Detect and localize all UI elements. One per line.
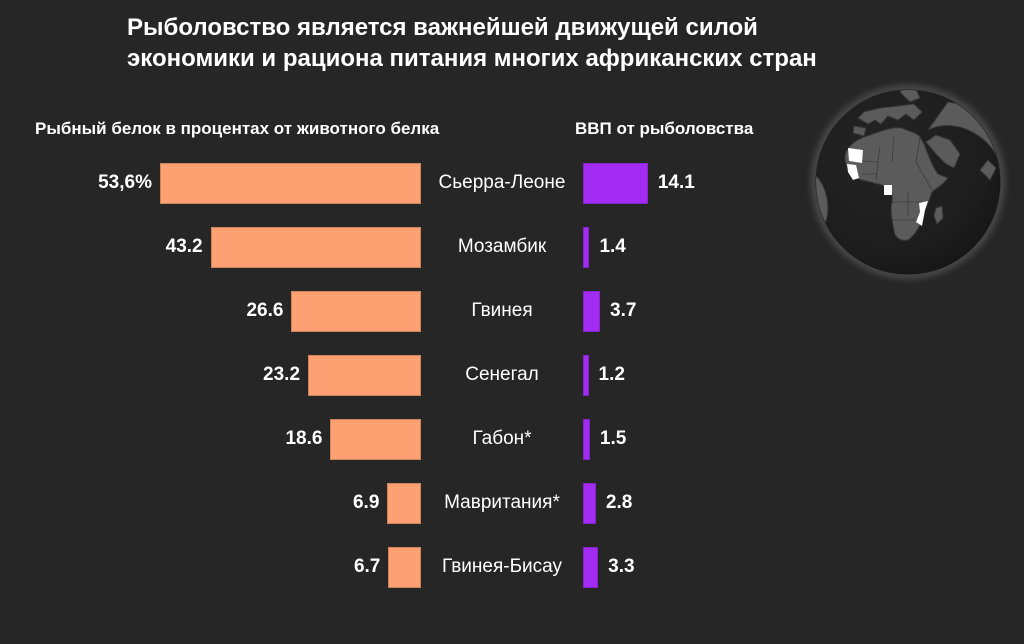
protein-bar bbox=[387, 482, 421, 524]
gdp-bar bbox=[583, 226, 590, 268]
country-label: Сьерра-Леоне bbox=[438, 172, 566, 193]
country-label: Гвинея bbox=[471, 300, 533, 321]
country-label: Мозамбик bbox=[457, 236, 547, 257]
gdp-bar bbox=[583, 290, 601, 332]
country-label: Мавритания* bbox=[444, 492, 560, 513]
globe-graphic bbox=[813, 87, 1003, 277]
protein-bar bbox=[210, 226, 421, 268]
gdp-cell: 1.5 bbox=[583, 418, 1024, 460]
gdp-cell: 2.8 bbox=[583, 482, 1024, 524]
gdp-bar bbox=[583, 418, 590, 460]
chart-row: 53,6% Сьерра-Леоне 14.1 bbox=[0, 151, 1024, 215]
gdp-column-header: ВВП от рыболовства bbox=[575, 119, 754, 138]
chart-row: 6.7 Гвинея-Бисау 3.3 bbox=[0, 535, 1024, 599]
gdp-cell: 3.7 bbox=[583, 290, 1024, 332]
protein-cell: 23.2 bbox=[0, 354, 421, 396]
chart-row: 26.6 Гвинея 3.7 bbox=[0, 279, 1024, 343]
chart-row: 6.9 Мавритания* 2.8 bbox=[0, 471, 1024, 535]
protein-cell: 6.9 bbox=[0, 482, 421, 524]
gdp-cell: 14.1 bbox=[583, 162, 1024, 204]
chart-title-line2: экономики и рациона питания многих африк… bbox=[127, 45, 817, 72]
protein-bar bbox=[330, 418, 421, 460]
gdp-value: 1.2 bbox=[598, 364, 625, 385]
protein-bar bbox=[388, 546, 421, 588]
protein-value: 43.2 bbox=[165, 236, 203, 257]
protein-value: 26.6 bbox=[246, 300, 284, 321]
country-label: Сенегал bbox=[465, 364, 539, 385]
protein-bar bbox=[308, 354, 421, 396]
protein-value: 53,6% bbox=[98, 172, 152, 193]
chart-row: 18.6 Габон* 1.5 bbox=[0, 407, 1024, 471]
gdp-bar bbox=[583, 482, 596, 524]
protein-value: 6.9 bbox=[352, 492, 380, 513]
gdp-value: 1.4 bbox=[599, 236, 626, 257]
gdp-bar bbox=[583, 162, 648, 204]
protein-cell: 18.6 bbox=[0, 418, 421, 460]
protein-bar bbox=[291, 290, 421, 332]
protein-value: 18.6 bbox=[285, 428, 323, 449]
chart-row: 43.2 Мозамбик 1.4 bbox=[0, 215, 1024, 279]
country-label: Габон* bbox=[472, 428, 532, 449]
globe-highlighted-countries bbox=[847, 148, 928, 226]
chart-row: 23.2 Сенегал 1.2 bbox=[0, 343, 1024, 407]
gdp-cell: 3.3 bbox=[583, 546, 1024, 588]
gdp-value: 3.3 bbox=[608, 556, 635, 577]
globe-glow bbox=[813, 87, 1003, 277]
protein-cell: 43.2 bbox=[0, 226, 421, 268]
gdp-cell: 1.2 bbox=[583, 354, 1024, 396]
protein-cell: 53,6% bbox=[0, 162, 421, 204]
chart-title-line1: Рыболовство является важнейшей движущей … bbox=[127, 14, 758, 41]
gdp-bar bbox=[583, 354, 589, 396]
gdp-cell: 1.4 bbox=[583, 226, 1024, 268]
protein-value: 6.7 bbox=[353, 556, 381, 577]
protein-cell: 6.7 bbox=[0, 546, 421, 588]
chart-title: Рыболовство является важнейшей движущей … bbox=[127, 12, 817, 74]
gdp-value: 2.8 bbox=[605, 492, 633, 513]
gdp-value: 3.7 bbox=[610, 300, 637, 321]
protein-cell: 26.6 bbox=[0, 290, 421, 332]
protein-column-header: Рыбный белок в процентах от животного бе… bbox=[35, 119, 440, 138]
gdp-value: 1.5 bbox=[599, 428, 627, 449]
protein-value: 23.2 bbox=[263, 364, 301, 385]
africa-globe bbox=[803, 77, 1013, 287]
gdp-bar bbox=[583, 546, 599, 588]
chart-rows: 53,6% Сьерра-Леоне 14.1 43.2 Мозамбик 1.… bbox=[0, 151, 1024, 599]
country-label: Гвинея-Бисау bbox=[441, 556, 563, 577]
gdp-value: 14.1 bbox=[657, 172, 695, 193]
protein-bar bbox=[159, 162, 421, 204]
